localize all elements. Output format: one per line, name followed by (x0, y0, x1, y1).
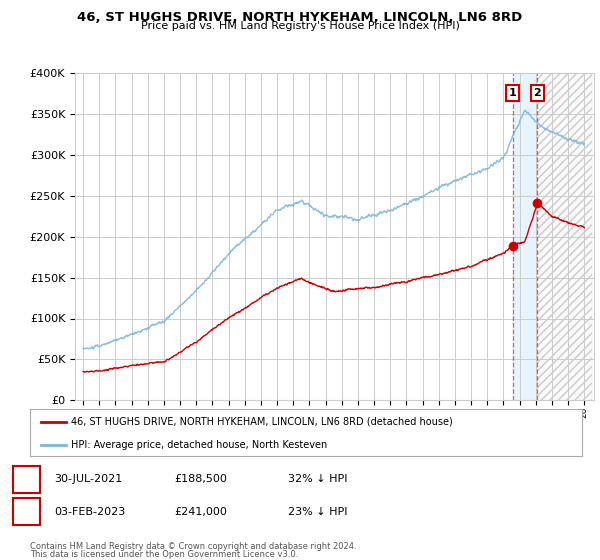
Text: 46, ST HUGHS DRIVE, NORTH HYKEHAM, LINCOLN, LN6 8RD: 46, ST HUGHS DRIVE, NORTH HYKEHAM, LINCO… (77, 11, 523, 24)
Text: £188,500: £188,500 (174, 474, 227, 484)
Text: 2: 2 (533, 88, 541, 98)
Text: 03-FEB-2023: 03-FEB-2023 (54, 507, 125, 517)
Text: 1: 1 (509, 88, 517, 98)
Bar (537, 73, 592, 400)
Text: 32% ↓ HPI: 32% ↓ HPI (288, 474, 347, 484)
Text: Price paid vs. HM Land Registry's House Price Index (HPI): Price paid vs. HM Land Registry's House … (140, 21, 460, 31)
Text: 1: 1 (22, 473, 31, 486)
Text: 30-JUL-2021: 30-JUL-2021 (54, 474, 122, 484)
Text: This data is licensed under the Open Government Licence v3.0.: This data is licensed under the Open Gov… (30, 550, 298, 559)
Bar (512, 73, 537, 400)
Text: Contains HM Land Registry data © Crown copyright and database right 2024.: Contains HM Land Registry data © Crown c… (30, 542, 356, 551)
Text: 23% ↓ HPI: 23% ↓ HPI (288, 507, 347, 517)
Bar (537, 73, 592, 400)
Text: 46, ST HUGHS DRIVE, NORTH HYKEHAM, LINCOLN, LN6 8RD (detached house): 46, ST HUGHS DRIVE, NORTH HYKEHAM, LINCO… (71, 417, 453, 427)
Bar (537, 73, 592, 400)
Text: HPI: Average price, detached house, North Kesteven: HPI: Average price, detached house, Nort… (71, 440, 328, 450)
Text: 2: 2 (22, 505, 31, 519)
Text: £241,000: £241,000 (174, 507, 227, 517)
